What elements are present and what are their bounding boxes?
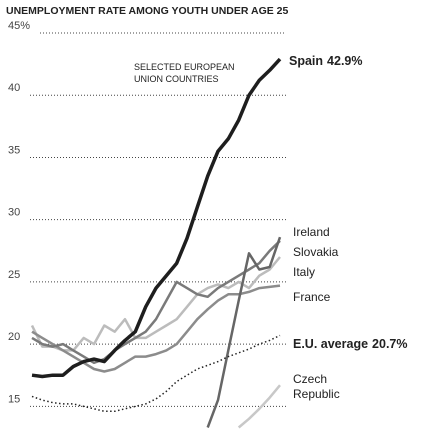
chart-title: UNEMPLOYMENT RATE AMONG YOUTH UNDER AGE … xyxy=(6,5,289,17)
legend-label: E.U. average xyxy=(293,337,368,351)
y-tick-label: 25 xyxy=(8,269,20,281)
series-line xyxy=(30,256,281,352)
series-line xyxy=(31,239,281,365)
y-tick-label: 30 xyxy=(8,207,20,219)
y-tick-label: 35 xyxy=(8,144,20,156)
legend-label: Spain xyxy=(289,54,323,68)
legend-label: Ireland xyxy=(293,225,330,239)
legend-label: Slovakia xyxy=(293,245,339,259)
chart-subtitle: SELECTED EUROPEAN UNION COUNTRIES xyxy=(134,62,235,84)
legend-label: Italy xyxy=(293,265,315,279)
series-line xyxy=(31,284,281,373)
y-tick-label: 20 xyxy=(8,331,20,343)
legend-label: France xyxy=(293,290,331,304)
series-line xyxy=(237,384,281,429)
y-tick-label: 40 xyxy=(8,82,20,94)
series-line xyxy=(31,57,282,379)
y-tick-label: 15 xyxy=(8,393,20,405)
value-label: 20.7% xyxy=(372,337,407,351)
y-tick-label: 45% xyxy=(8,20,30,32)
value-label: 42.9% xyxy=(327,54,362,68)
legend-label: Czech Republic xyxy=(293,372,340,401)
series-line xyxy=(206,236,282,428)
